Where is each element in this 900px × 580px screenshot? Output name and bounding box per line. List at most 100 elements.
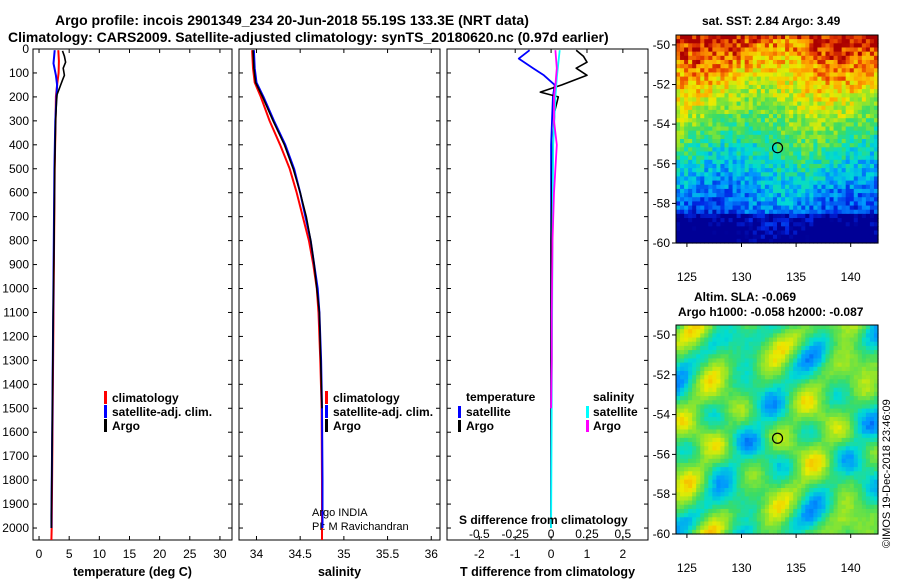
- heatmap-cell: [708, 172, 713, 178]
- heatmap-cell: [752, 213, 758, 219]
- heatmap-cell: [768, 458, 774, 464]
- heatmap-cell: [801, 222, 806, 227]
- heatmap-cell: [801, 425, 806, 431]
- heatmap-cell: [841, 471, 847, 477]
- heatmap-cell: [833, 35, 839, 40]
- heatmap-cell: [837, 201, 843, 207]
- heatmap-cell: [768, 122, 774, 128]
- heatmap-cell: [732, 396, 738, 401]
- heatmap-cell: [821, 84, 827, 90]
- heatmap-cell: [760, 412, 766, 418]
- heatmap-cell: [708, 105, 713, 111]
- heatmap-cell: [760, 492, 766, 497]
- heatmap-cell: [732, 226, 738, 232]
- heatmap-cell: [704, 454, 709, 460]
- heatmap-cell: [740, 176, 746, 182]
- heatmap-cell: [764, 72, 770, 78]
- heatmap-cell: [712, 458, 717, 464]
- heatmap-cell: [801, 458, 806, 464]
- heatmap-cell: [736, 458, 742, 464]
- heatmap-cell: [833, 151, 839, 157]
- y-tick-label: 1900: [2, 497, 29, 511]
- heatmap-cell: [700, 379, 705, 385]
- heatmap-cell: [684, 483, 689, 489]
- heatmap-cell: [837, 429, 843, 435]
- heatmap-cell: [813, 416, 818, 422]
- heatmap-cell: [700, 93, 705, 98]
- heatmap-cell: [680, 64, 685, 69]
- heatmap-cell: [728, 180, 734, 186]
- heatmap-cell: [684, 197, 689, 202]
- heatmap-cell: [809, 184, 814, 190]
- heatmap-cell: [716, 408, 722, 414]
- heatmap-cell: [696, 350, 701, 355]
- heatmap-cell: [696, 163, 701, 169]
- heatmap-cell: [821, 471, 827, 477]
- heatmap-cell: [752, 226, 758, 232]
- heatmap-cell: [704, 101, 709, 107]
- heatmap-cell: [865, 416, 871, 422]
- heatmap-cell: [724, 222, 730, 227]
- heatmap-cell: [841, 433, 847, 439]
- heatmap-cell: [732, 462, 738, 468]
- heatmap-cell: [752, 43, 758, 49]
- heatmap-cell: [732, 184, 738, 190]
- heatmap-cell: [817, 370, 823, 376]
- heatmap-cell: [760, 105, 766, 111]
- heatmap-cell: [768, 341, 774, 347]
- heatmap-cell: [833, 105, 839, 111]
- heatmap-cell: [732, 101, 738, 107]
- heatmap-cell: [869, 188, 875, 194]
- heatmap-cell: [688, 404, 693, 410]
- heatmap-cell: [813, 329, 818, 334]
- heatmap-cell: [696, 433, 701, 439]
- heatmap-cell: [821, 454, 827, 460]
- heatmap-cell: [801, 68, 806, 74]
- heatmap-cell: [857, 209, 863, 215]
- heatmap-cell: [809, 47, 814, 53]
- heatmap-cell: [744, 450, 750, 456]
- heatmap-cell: [740, 404, 746, 410]
- heatmap-cell: [849, 89, 855, 94]
- heatmap-cell: [777, 442, 782, 447]
- heatmap-cell: [736, 143, 742, 148]
- heatmap-cell: [793, 143, 798, 148]
- heatmap-cell: [805, 450, 810, 456]
- heatmap-cell: [833, 467, 839, 472]
- heatmap-cell: [692, 59, 697, 65]
- heatmap-cell: [861, 172, 867, 178]
- heatmap-cell: [797, 337, 802, 343]
- heatmap-cell: [768, 109, 774, 115]
- heatmap-cell: [789, 139, 794, 144]
- heatmap-cell: [777, 134, 782, 140]
- heatmap-cell: [736, 172, 742, 178]
- heatmap-cell: [873, 504, 879, 510]
- heatmap-cell: [809, 72, 814, 78]
- heatmap-cell: [801, 500, 806, 506]
- heatmap-cell: [760, 130, 766, 136]
- heatmap-cell: [740, 213, 746, 219]
- heatmap-cell: [821, 504, 827, 510]
- heatmap-cell: [825, 143, 831, 148]
- heatmap-cell: [777, 329, 782, 334]
- heatmap-cell: [853, 483, 859, 489]
- heatmap-cell: [797, 101, 802, 107]
- heatmap-cell: [817, 391, 823, 397]
- heatmap-cell: [688, 488, 693, 493]
- heatmap-cell: [716, 188, 722, 194]
- heatmap-cell: [841, 234, 847, 240]
- heatmap-cell: [813, 400, 818, 406]
- heatmap-cell: [708, 416, 713, 422]
- heatmap-cell: [708, 176, 713, 182]
- map-x-tick-label: 140: [841, 270, 861, 284]
- heatmap-cell: [781, 139, 786, 144]
- heatmap-cell: [809, 354, 814, 360]
- heatmap-cell: [756, 379, 762, 385]
- heatmap-cell: [688, 400, 693, 406]
- heatmap-cell: [768, 362, 774, 368]
- heatmap-cell: [688, 93, 693, 98]
- heatmap-cell: [680, 51, 685, 57]
- heatmap-cell: [821, 118, 827, 123]
- heatmap-cell: [805, 230, 810, 236]
- heatmap-cell: [692, 375, 697, 380]
